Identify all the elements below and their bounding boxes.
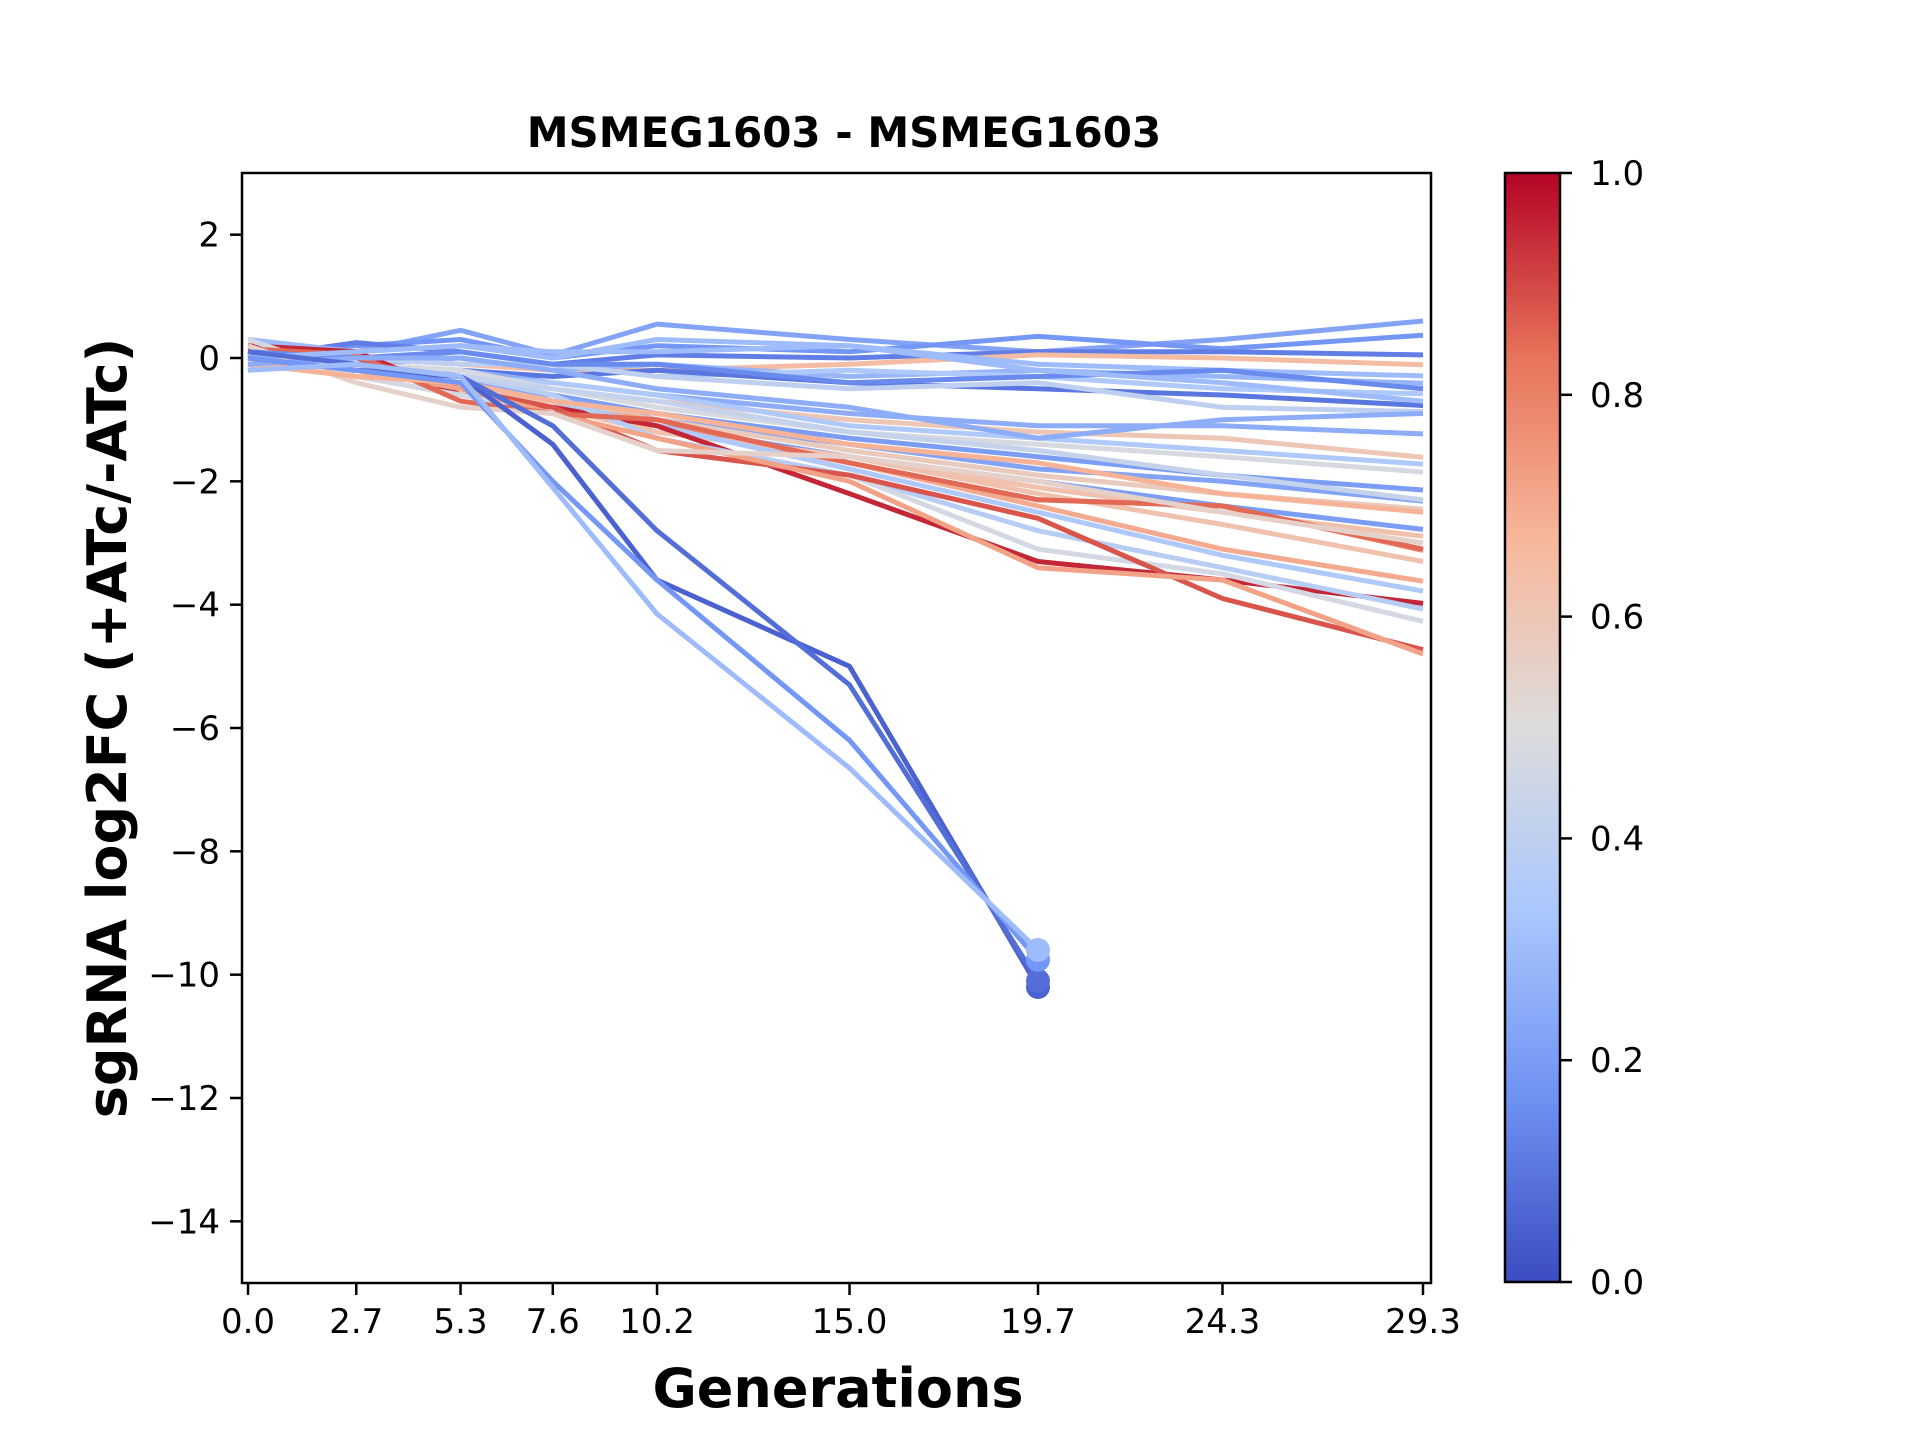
x-tick-label: 24.3 bbox=[1185, 1302, 1261, 1342]
series-line-26 bbox=[247, 355, 1424, 657]
colorbar-tick-label: 0.0 bbox=[1590, 1263, 1644, 1303]
colorbar-tick-label: 1.0 bbox=[1590, 154, 1644, 194]
y-tick-label: −2 bbox=[170, 462, 220, 502]
y-tick-label: −4 bbox=[170, 586, 220, 626]
end-markers bbox=[1026, 938, 1051, 999]
chart-title: MSMEG1603 - MSMEG1603 bbox=[527, 108, 1161, 157]
x-axis: 0.0 2.7 5.3 7.6 10.2 15.0 19.7 24.3 29.3 bbox=[221, 1283, 1461, 1342]
colorbar-ticks: 0.0 0.2 0.4 0.6 0.8 1.0 bbox=[1560, 154, 1644, 1303]
series-line-28 bbox=[247, 343, 1424, 546]
y-tick-label: 0 bbox=[198, 339, 220, 379]
series-end-marker-37 bbox=[1026, 938, 1051, 962]
colorbar-tick-label: 0.6 bbox=[1590, 598, 1644, 638]
series-line-2 bbox=[247, 340, 1424, 367]
y-axis: 2 0 −2 −4 −6 −8 −10 −12 −14 bbox=[148, 216, 242, 1242]
x-tick-label: 7.6 bbox=[526, 1302, 580, 1342]
x-tick-label: 5.3 bbox=[434, 1302, 488, 1342]
series-end-marker-35 bbox=[1026, 968, 1051, 993]
colorbar-gradient bbox=[1503, 171, 1562, 1284]
y-tick-label: −12 bbox=[148, 1079, 220, 1119]
colorbar-tick-label: 0.2 bbox=[1590, 1041, 1644, 1081]
colorbar-tick-label: 0.4 bbox=[1590, 819, 1644, 859]
x-tick-label: 2.7 bbox=[329, 1302, 383, 1342]
colorbar-tick-label: 0.8 bbox=[1590, 376, 1644, 416]
x-tick-label: 29.3 bbox=[1385, 1302, 1461, 1342]
x-tick-label: 19.7 bbox=[1000, 1302, 1076, 1342]
series-line-36 bbox=[247, 355, 1040, 962]
y-tick-label: −8 bbox=[170, 832, 220, 872]
y-tick-label: 2 bbox=[198, 216, 220, 256]
x-tick-label: 0.0 bbox=[221, 1302, 275, 1342]
x-tick-label: 10.2 bbox=[619, 1302, 695, 1342]
series-line-33 bbox=[247, 355, 1424, 441]
y-axis-label: sgRNA log2FC (+ATc/-ATc) bbox=[76, 338, 139, 1119]
y-tick-label: −10 bbox=[148, 956, 220, 996]
series-line-29 bbox=[247, 361, 1424, 515]
series-line-37 bbox=[247, 361, 1040, 952]
series-line-32 bbox=[247, 337, 1424, 404]
y-tick-label: −14 bbox=[148, 1202, 220, 1242]
y-tick-label: −6 bbox=[170, 709, 220, 749]
colorbar: 0.0 0.2 0.4 0.6 0.8 1.0 bbox=[1503, 154, 1644, 1303]
series-lines bbox=[247, 318, 1424, 989]
x-axis-label: Generations bbox=[652, 1357, 1023, 1420]
x-tick-label: 15.0 bbox=[812, 1302, 888, 1342]
